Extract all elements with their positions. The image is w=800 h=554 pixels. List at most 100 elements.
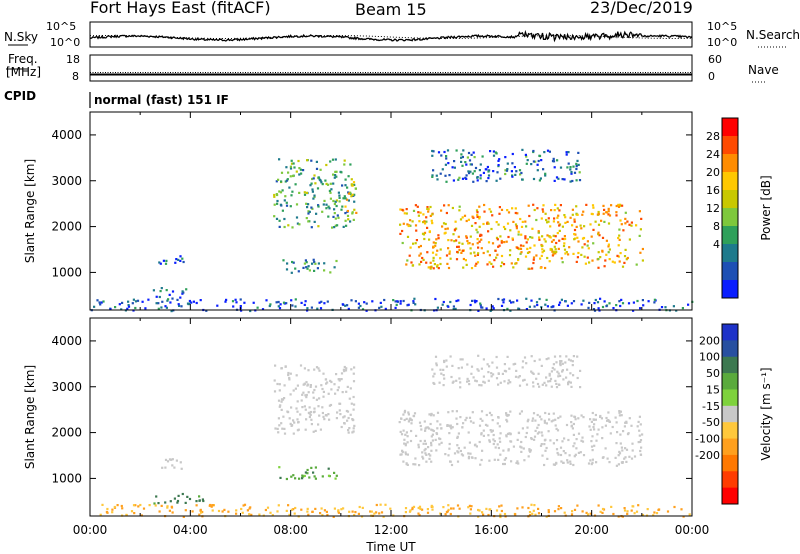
data-cell — [325, 207, 328, 210]
data-cell — [557, 372, 560, 375]
data-cell — [521, 506, 524, 509]
data-cell — [479, 234, 482, 237]
data-cell — [490, 372, 493, 375]
data-cell — [335, 170, 338, 173]
data-cell — [470, 365, 474, 368]
data-cell — [288, 513, 291, 516]
data-cell — [577, 163, 580, 166]
data-cell — [535, 218, 538, 222]
data-cell — [333, 226, 336, 229]
data-cell — [553, 166, 556, 169]
data-cell — [502, 263, 506, 266]
data-cell — [285, 201, 288, 204]
data-cell — [491, 242, 495, 245]
data-cell — [431, 149, 434, 153]
colorbar-swatch — [722, 118, 738, 137]
data-cell — [555, 386, 559, 389]
data-cell — [283, 427, 286, 430]
data-cell — [353, 424, 356, 427]
data-cell — [411, 264, 414, 267]
data-cell — [278, 158, 281, 161]
data-cell — [312, 391, 315, 394]
data-cell — [675, 309, 678, 312]
data-cell — [471, 411, 474, 414]
data-cell — [576, 213, 579, 216]
data-cell — [576, 504, 579, 507]
data-cell — [341, 205, 344, 208]
data-cell — [113, 505, 116, 509]
data-cell — [450, 239, 453, 242]
data-cell — [284, 180, 287, 183]
data-cell — [555, 250, 558, 253]
data-cell — [589, 428, 592, 431]
data-cell — [340, 171, 343, 174]
data-cell — [430, 444, 433, 447]
data-cell — [568, 246, 571, 249]
data-cell — [491, 419, 494, 422]
data-cell — [510, 460, 513, 463]
y-tick-label: 3000 — [51, 174, 82, 188]
data-cell — [317, 204, 320, 207]
data-cell — [240, 309, 243, 312]
data-cell — [479, 417, 482, 420]
data-cell — [308, 406, 311, 409]
data-cell — [477, 515, 480, 518]
data-cell — [597, 504, 600, 507]
data-cell — [572, 445, 575, 448]
data-cell — [547, 217, 550, 220]
data-cell — [569, 166, 572, 169]
data-cell — [525, 308, 528, 311]
data-cell — [306, 468, 309, 472]
data-cell — [538, 358, 541, 361]
data-cell — [561, 440, 564, 443]
data-cell — [509, 309, 512, 312]
data-cell — [556, 451, 559, 455]
data-cell — [636, 299, 639, 303]
data-cell — [470, 267, 474, 270]
data-cell — [467, 242, 470, 245]
data-cell — [417, 214, 420, 217]
data-cell — [553, 355, 557, 358]
data-cell — [274, 364, 277, 367]
data-cell — [532, 149, 535, 153]
data-cell — [180, 467, 183, 470]
data-cell — [329, 160, 332, 163]
data-cell — [273, 390, 277, 393]
data-cell — [198, 495, 201, 498]
data-cell — [168, 293, 171, 296]
data-cell — [549, 236, 552, 239]
data-cell — [556, 429, 560, 432]
data-cell — [559, 446, 563, 449]
data-cell — [273, 215, 276, 218]
data-cell — [307, 203, 310, 206]
data-cell — [320, 507, 323, 510]
colorbar-tick-label: 24 — [706, 148, 720, 161]
data-cell — [308, 415, 311, 419]
data-cell — [335, 373, 338, 376]
data-cell — [596, 433, 599, 436]
data-cell — [544, 449, 547, 452]
data-cell — [638, 429, 641, 432]
data-cell — [285, 509, 288, 512]
data-cell — [406, 304, 409, 307]
data-cell — [329, 379, 332, 382]
data-cell — [602, 204, 605, 207]
data-cell — [560, 460, 563, 463]
data-cell — [493, 440, 496, 443]
data-cell — [317, 205, 320, 208]
data-cell — [329, 403, 333, 407]
data-cell — [619, 252, 622, 255]
data-cell — [423, 220, 426, 223]
data-cell — [333, 383, 336, 386]
data-cell — [540, 159, 543, 162]
data-cell — [537, 512, 541, 515]
data-cell — [495, 355, 498, 359]
data-cell — [412, 242, 415, 245]
data-cell — [487, 230, 490, 233]
data-cell — [688, 513, 691, 516]
data-cell — [573, 508, 577, 511]
data-cell — [147, 298, 150, 301]
data-cell — [351, 431, 354, 434]
data-cell — [571, 364, 574, 367]
data-cell — [131, 302, 134, 305]
